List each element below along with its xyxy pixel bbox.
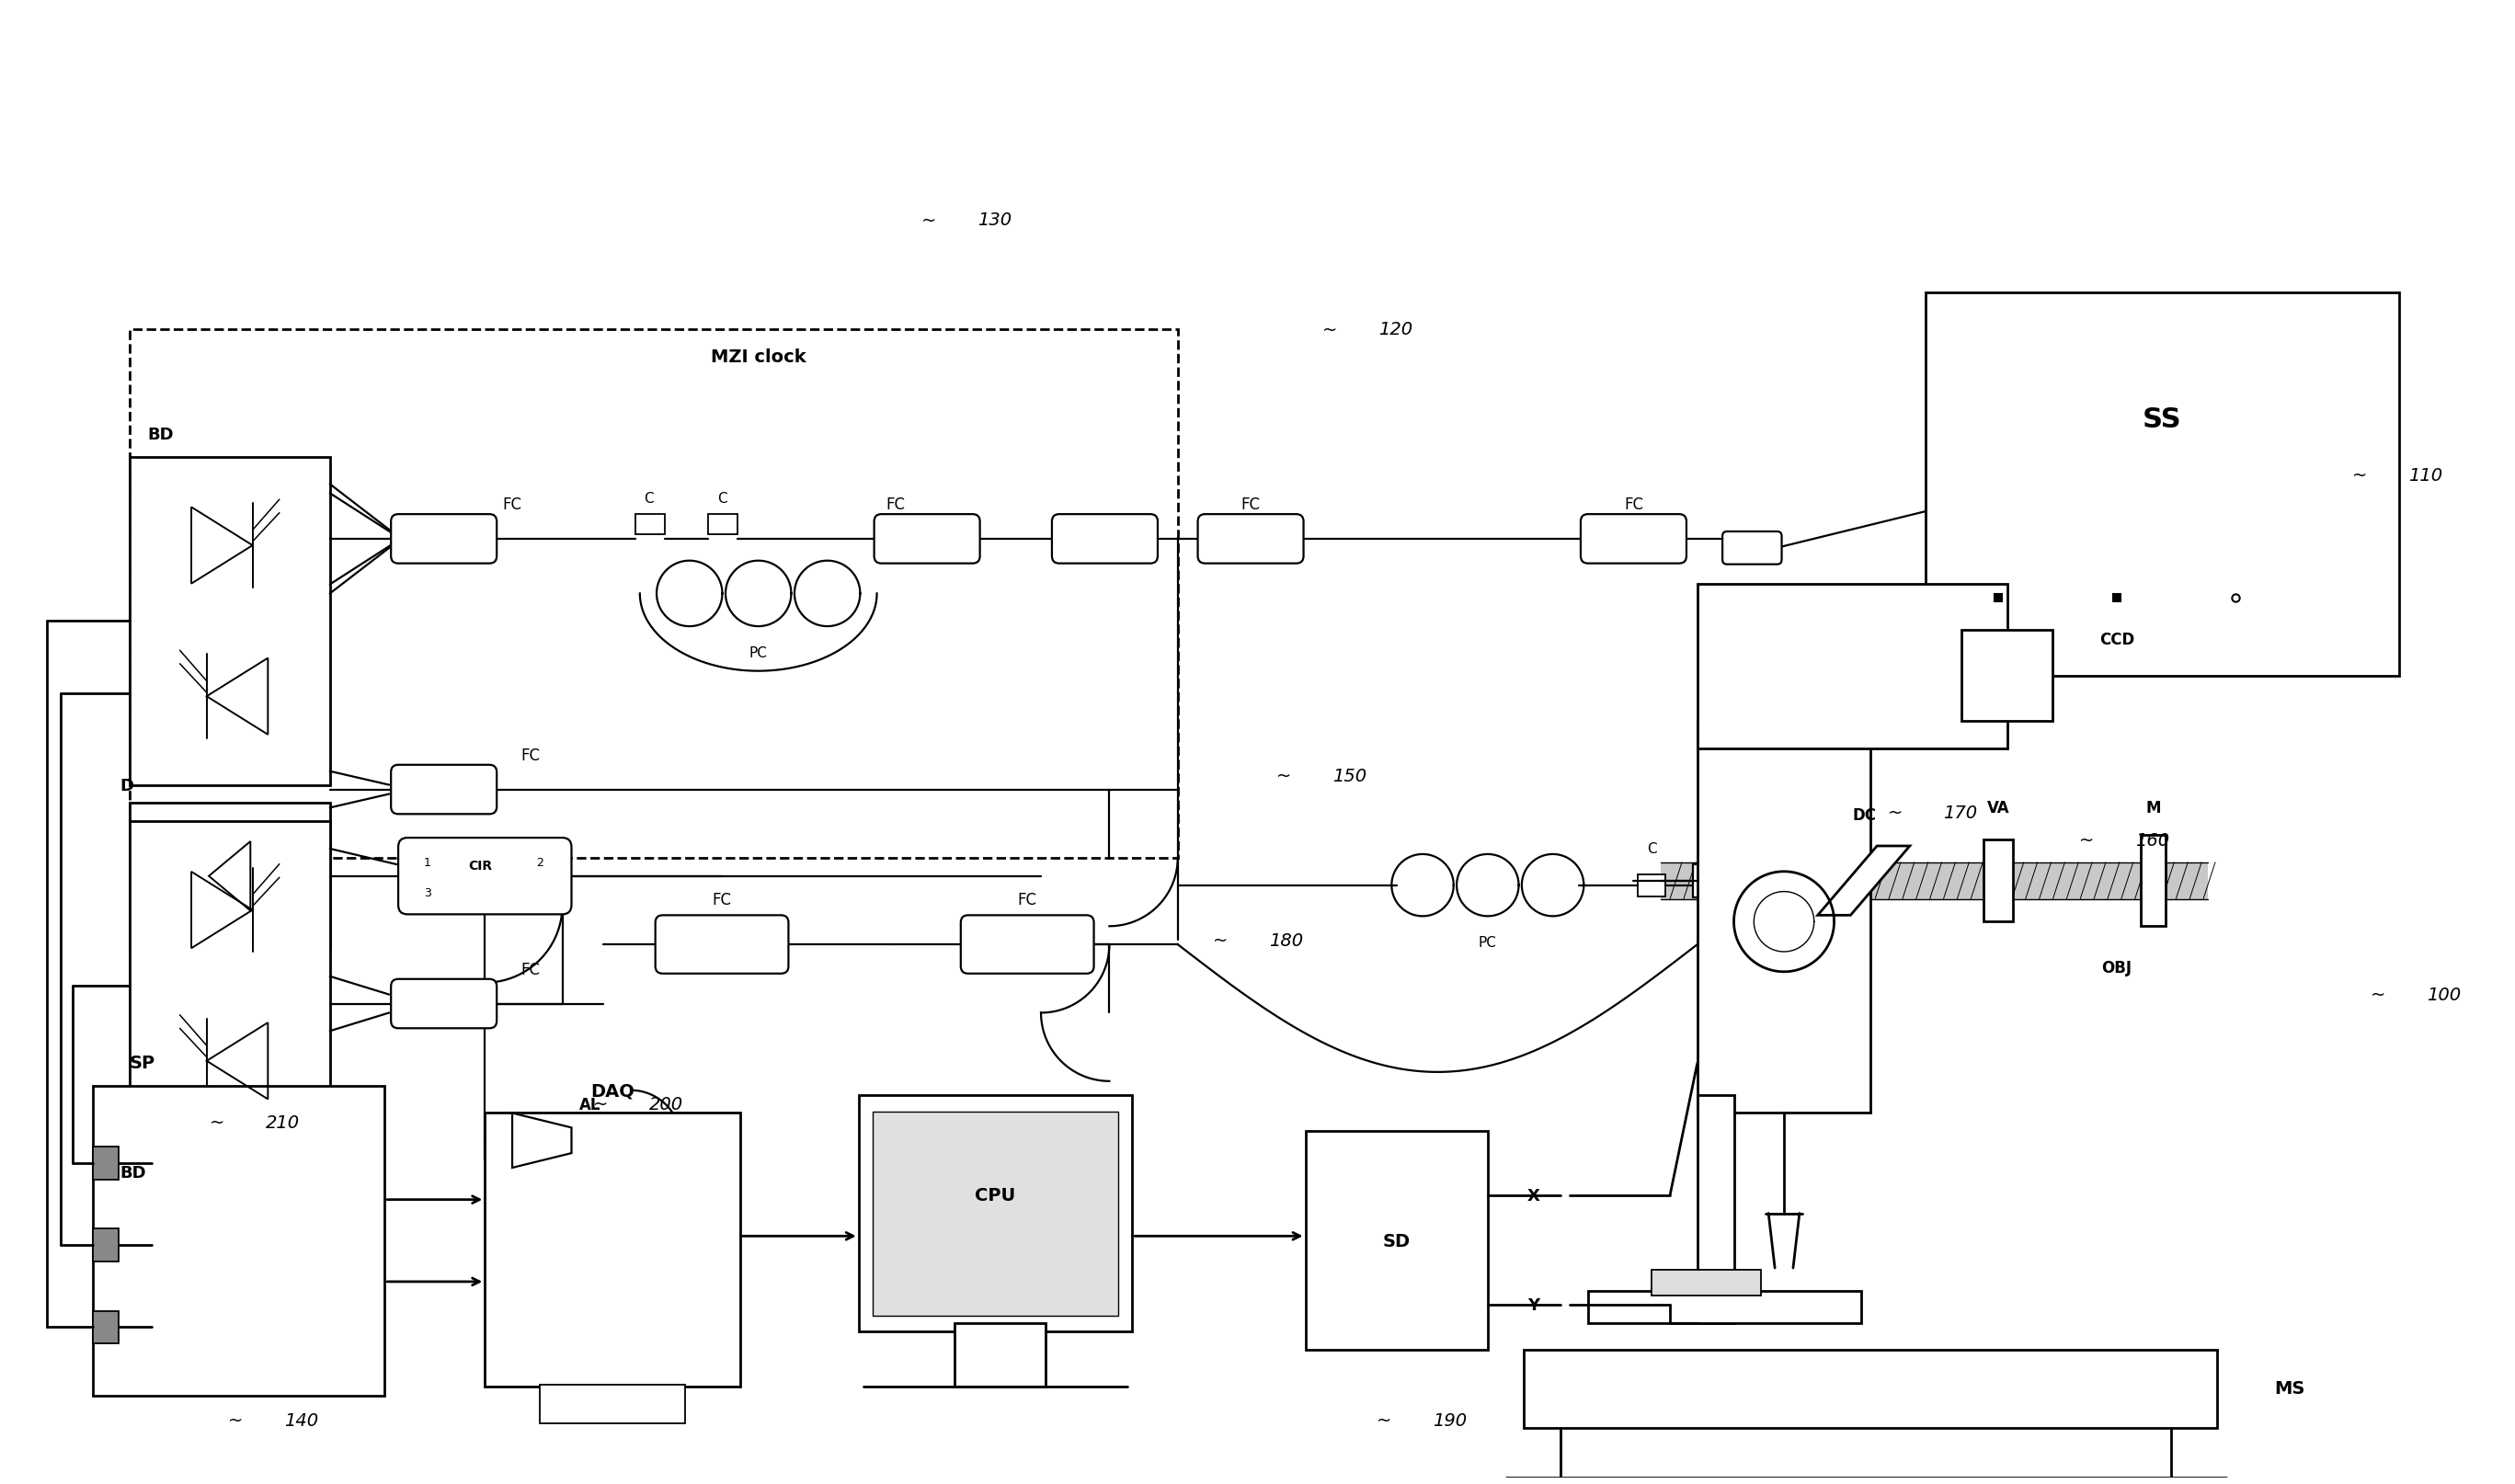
Polygon shape <box>1818 846 1909 916</box>
Text: ~: ~ <box>2080 831 2095 849</box>
FancyBboxPatch shape <box>1698 585 2007 749</box>
Text: FC: FC <box>503 497 523 513</box>
FancyBboxPatch shape <box>1926 294 2399 675</box>
FancyBboxPatch shape <box>397 838 571 914</box>
FancyBboxPatch shape <box>961 916 1094 974</box>
Text: ~: ~ <box>1278 767 1293 785</box>
FancyBboxPatch shape <box>953 1322 1046 1386</box>
Text: VA: VA <box>1987 800 2009 816</box>
FancyBboxPatch shape <box>1587 1291 1861 1322</box>
Text: MZI clock: MZI clock <box>712 349 805 367</box>
Text: C: C <box>717 491 727 505</box>
Text: D: D <box>121 778 133 794</box>
FancyBboxPatch shape <box>709 515 737 534</box>
Text: X: X <box>1527 1187 1539 1204</box>
Text: MS: MS <box>2274 1380 2306 1396</box>
FancyBboxPatch shape <box>390 979 498 1028</box>
Text: SP: SP <box>128 1055 156 1071</box>
FancyBboxPatch shape <box>128 457 329 785</box>
Text: CCD: CCD <box>2100 631 2135 649</box>
FancyBboxPatch shape <box>93 1147 118 1180</box>
FancyBboxPatch shape <box>1652 1270 1760 1296</box>
Text: ~: ~ <box>2352 467 2367 484</box>
FancyBboxPatch shape <box>1197 515 1303 564</box>
Text: ~: ~ <box>1212 932 1227 948</box>
FancyBboxPatch shape <box>1962 631 2052 721</box>
FancyBboxPatch shape <box>636 515 664 534</box>
Text: M: M <box>2145 800 2160 816</box>
Text: SD: SD <box>1383 1232 1411 1250</box>
FancyBboxPatch shape <box>128 803 329 950</box>
FancyBboxPatch shape <box>1524 1350 2218 1428</box>
Text: AL: AL <box>578 1095 601 1113</box>
FancyBboxPatch shape <box>1051 515 1157 564</box>
FancyBboxPatch shape <box>541 1385 687 1423</box>
Text: FC: FC <box>1625 497 1642 513</box>
Text: FC: FC <box>885 497 905 513</box>
Text: 200: 200 <box>649 1095 684 1113</box>
Text: 110: 110 <box>2409 467 2442 484</box>
Text: C: C <box>1647 841 1657 856</box>
Text: 120: 120 <box>1378 321 1413 338</box>
Text: FC: FC <box>521 746 541 763</box>
Text: CPU: CPU <box>976 1187 1016 1204</box>
Text: 130: 130 <box>978 212 1011 229</box>
FancyBboxPatch shape <box>390 515 498 564</box>
FancyBboxPatch shape <box>875 515 981 564</box>
Text: ~: ~ <box>2372 985 2387 1003</box>
FancyBboxPatch shape <box>1693 865 1735 898</box>
Text: 2: 2 <box>536 856 543 868</box>
Text: BD: BD <box>148 426 174 442</box>
FancyBboxPatch shape <box>93 1310 118 1343</box>
Text: ~: ~ <box>209 1113 224 1131</box>
FancyBboxPatch shape <box>1723 533 1781 565</box>
Text: 150: 150 <box>1333 767 1366 785</box>
FancyBboxPatch shape <box>858 1095 1132 1331</box>
Text: CIR: CIR <box>468 859 493 873</box>
FancyBboxPatch shape <box>1660 862 2208 899</box>
FancyBboxPatch shape <box>93 1229 118 1261</box>
Text: 170: 170 <box>1944 804 1977 821</box>
Text: FC: FC <box>521 962 541 978</box>
FancyBboxPatch shape <box>1582 515 1688 564</box>
FancyBboxPatch shape <box>1305 1131 1489 1350</box>
FancyBboxPatch shape <box>656 916 790 974</box>
FancyBboxPatch shape <box>485 1113 739 1386</box>
FancyBboxPatch shape <box>1698 721 1871 1113</box>
Text: ~: ~ <box>1323 321 1338 338</box>
Text: 100: 100 <box>2427 985 2460 1003</box>
Text: OBJ: OBJ <box>2103 959 2133 976</box>
Text: DC: DC <box>1851 807 1876 824</box>
FancyBboxPatch shape <box>1698 1095 1733 1322</box>
Text: C: C <box>644 491 654 505</box>
Text: SS: SS <box>2143 407 2183 433</box>
Text: 3: 3 <box>425 887 430 899</box>
FancyBboxPatch shape <box>1984 840 2012 922</box>
Text: FC: FC <box>1019 890 1036 907</box>
Text: FC: FC <box>712 890 732 907</box>
Text: Y: Y <box>1527 1296 1539 1313</box>
Text: ~: ~ <box>229 1411 244 1429</box>
Text: PC: PC <box>1479 935 1496 948</box>
Text: 160: 160 <box>2135 831 2168 849</box>
Text: ~: ~ <box>594 1095 609 1113</box>
Text: 210: 210 <box>267 1113 299 1131</box>
FancyBboxPatch shape <box>873 1112 1119 1315</box>
Text: BD: BD <box>121 1163 146 1181</box>
Text: 1: 1 <box>425 856 430 868</box>
Text: PC: PC <box>749 647 767 660</box>
Text: 140: 140 <box>284 1411 319 1429</box>
FancyBboxPatch shape <box>93 1086 385 1395</box>
FancyBboxPatch shape <box>390 766 498 815</box>
Text: FC: FC <box>1240 497 1260 513</box>
Text: 190: 190 <box>1434 1411 1466 1429</box>
Text: ~: ~ <box>1886 804 1901 821</box>
Text: ~: ~ <box>1376 1411 1391 1429</box>
Text: ~: ~ <box>920 212 936 229</box>
FancyBboxPatch shape <box>1637 874 1665 896</box>
FancyBboxPatch shape <box>2140 835 2165 926</box>
FancyBboxPatch shape <box>128 822 329 1150</box>
Text: 180: 180 <box>1270 932 1303 948</box>
Text: DAQ: DAQ <box>591 1082 634 1100</box>
